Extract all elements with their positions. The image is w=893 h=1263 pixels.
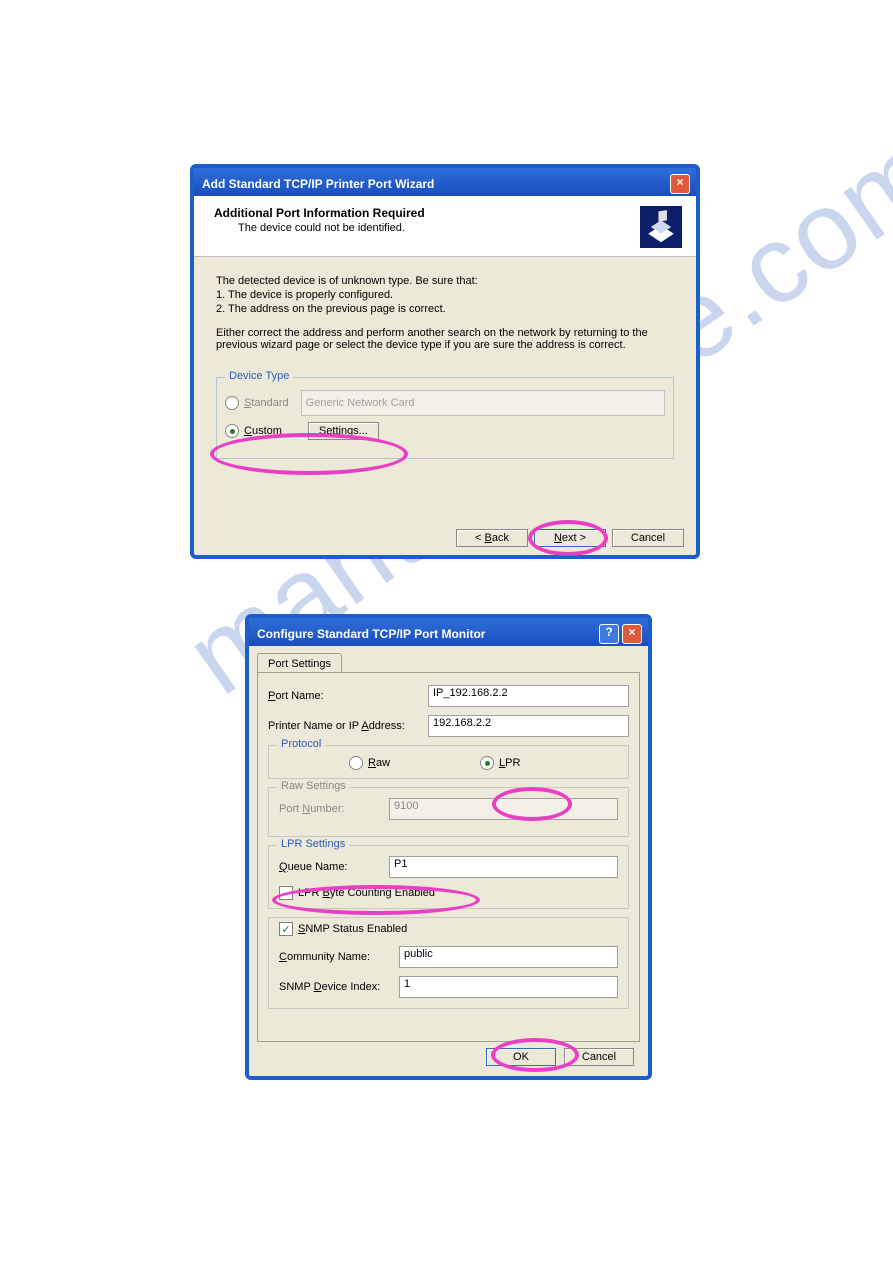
cancel-button[interactable]: Cancel xyxy=(564,1048,634,1066)
help-icon[interactable]: ? xyxy=(599,624,619,644)
lpr-byte-label: LPR Byte Counting Enabled xyxy=(298,887,435,899)
snmp-checkbox[interactable] xyxy=(279,922,293,936)
portname-input[interactable]: IP_192.168.2.2 xyxy=(428,685,629,707)
community-input[interactable]: public xyxy=(399,946,618,968)
radio-raw[interactable] xyxy=(349,756,363,770)
snmp-label: SNMP Status Enabled xyxy=(298,923,407,935)
raw-settings-group: Raw Settings Port Number: 9100 xyxy=(268,787,629,837)
portname-label: Port Name: xyxy=(268,690,428,702)
dialog-body: The detected device is of unknown type. … xyxy=(194,257,696,467)
header-title: Additional Port Information Required xyxy=(214,206,640,220)
portnum-label: Port Number: xyxy=(279,803,389,815)
dialog-header: Additional Port Information Required The… xyxy=(194,196,696,257)
ip-label: Printer Name or IP Address: xyxy=(268,720,428,732)
header-subtitle: The device could not be identified. xyxy=(238,222,640,234)
snmp-group: SNMP Status Enabled Community Name: publ… xyxy=(268,917,629,1009)
close-icon[interactable]: × xyxy=(670,174,690,194)
titlebar[interactable]: Add Standard TCP/IP Printer Port Wizard … xyxy=(194,168,696,196)
radio-lpr-label: LPR xyxy=(499,757,520,769)
radio-raw-label: Raw xyxy=(368,757,390,769)
queue-input[interactable]: P1 xyxy=(389,856,618,878)
queue-label: Queue Name: xyxy=(279,861,389,873)
window-title: Configure Standard TCP/IP Port Monitor xyxy=(257,627,485,641)
close-icon[interactable]: × xyxy=(622,624,642,644)
radio-custom-label: Custom xyxy=(244,425,282,437)
tab-strip: Port Settings xyxy=(257,652,640,672)
body-text: The detected device is of unknown type. … xyxy=(216,275,674,287)
settings-button[interactable]: Settings... xyxy=(308,422,379,440)
group-legend: Raw Settings xyxy=(277,780,350,792)
body-text: 2. The address on the previous page is c… xyxy=(216,303,674,315)
device-type-group: Device Type Standard Generic Network Car… xyxy=(216,377,674,459)
ip-input[interactable]: 192.168.2.2 xyxy=(428,715,629,737)
community-label: Community Name: xyxy=(279,951,399,963)
lpr-byte-checkbox[interactable] xyxy=(279,886,293,900)
printer-icon xyxy=(640,206,682,248)
device-dropdown: Generic Network Card xyxy=(301,390,665,416)
radio-lpr[interactable] xyxy=(480,756,494,770)
portnum-input: 9100 xyxy=(389,798,618,820)
protocol-group: Protocol Raw LPR xyxy=(268,745,629,779)
tab-port-settings[interactable]: Port Settings xyxy=(257,653,342,673)
window-title: Add Standard TCP/IP Printer Port Wizard xyxy=(202,177,434,191)
next-button[interactable]: Next > xyxy=(534,529,606,547)
dialog-footer: OK Cancel xyxy=(486,1048,634,1066)
port-monitor-dialog: Configure Standard TCP/IP Port Monitor ?… xyxy=(245,614,652,1080)
body-text: Either correct the address and perform a… xyxy=(216,327,674,351)
tab-panel: Port Name: IP_192.168.2.2 Printer Name o… xyxy=(257,672,640,1042)
index-input[interactable]: 1 xyxy=(399,976,618,998)
lpr-settings-group: LPR Settings Queue Name: P1 LPR Byte Cou… xyxy=(268,845,629,909)
group-legend: Protocol xyxy=(277,738,325,750)
cancel-button[interactable]: Cancel xyxy=(612,529,684,547)
back-button[interactable]: < Back xyxy=(456,529,528,547)
group-legend: Device Type xyxy=(225,370,293,382)
radio-standard-label: Standard xyxy=(244,397,289,409)
radio-standard[interactable] xyxy=(225,396,239,410)
body-text: 1. The device is properly configured. xyxy=(216,289,674,301)
group-legend: LPR Settings xyxy=(277,838,349,850)
radio-custom[interactable] xyxy=(225,424,239,438)
ok-button[interactable]: OK xyxy=(486,1048,556,1066)
index-label: SNMP Device Index: xyxy=(279,981,399,993)
titlebar[interactable]: Configure Standard TCP/IP Port Monitor ?… xyxy=(249,618,648,646)
dialog-footer: < Back Next > Cancel xyxy=(456,529,684,547)
printer-wizard-dialog: Add Standard TCP/IP Printer Port Wizard … xyxy=(190,164,700,559)
